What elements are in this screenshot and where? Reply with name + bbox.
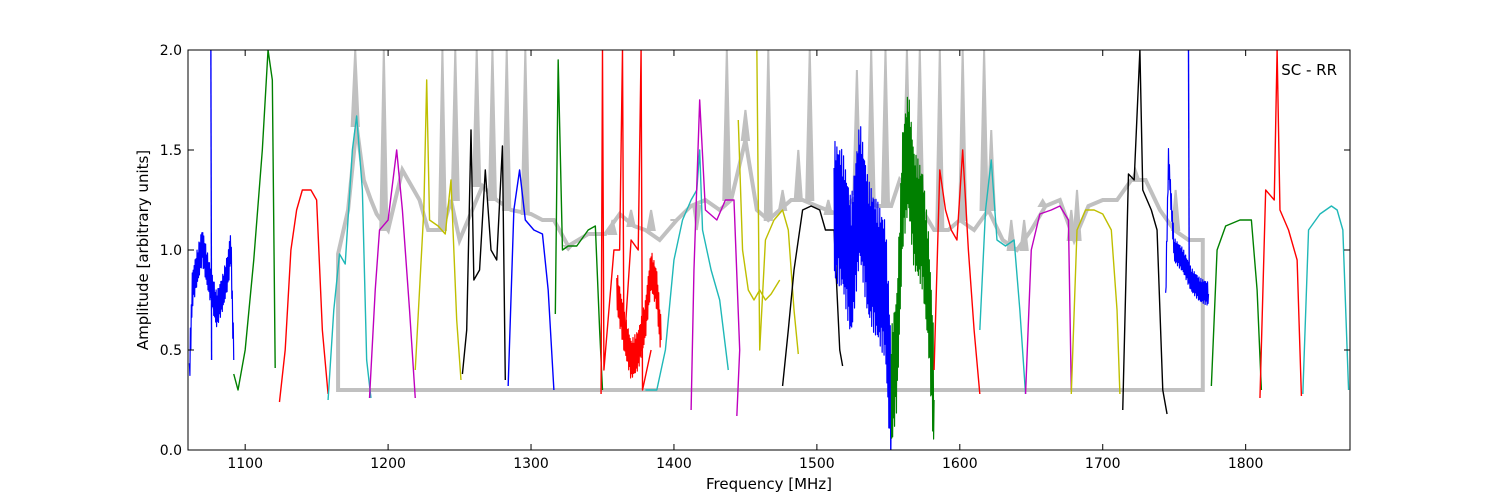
envelope-line [336, 125, 1205, 392]
envelope-spike [823, 199, 834, 215]
envelope-spike [450, 50, 460, 201]
series-line-27 [1259, 50, 1303, 399]
envelope-spike [379, 50, 389, 231]
envelope-spike [692, 205, 702, 231]
axis-ticks: 1100 1200 1300 1400 1500 1600 1700 1800 0.0 0.5 1.… [160, 43, 1350, 472]
series-line-14 [737, 119, 781, 301]
envelope-spike [520, 50, 530, 215]
envelope-spike [1019, 219, 1029, 251]
series-line-24 [1165, 148, 1210, 306]
series-line-22 [1070, 209, 1121, 395]
x-tick-label: 1400 [656, 456, 692, 472]
y-tick-label: 1.0 [160, 243, 182, 259]
x-tick-label: 1500 [799, 456, 835, 472]
series-line-21 [1024, 205, 1072, 395]
envelope-spike [1006, 219, 1016, 251]
series-line-6 [414, 79, 462, 381]
series-line-8 [507, 169, 555, 391]
series-line-23 [1122, 50, 1168, 415]
series-line-4 [327, 115, 372, 401]
series-line-11 [616, 252, 662, 379]
envelope-spike [502, 50, 512, 211]
series-line-20 [979, 159, 1027, 395]
y-axis-label: Amplitude [arbitrary units] [134, 150, 152, 350]
envelope-spike [607, 219, 618, 235]
series-line-15 [756, 50, 799, 355]
y-tick-label: 1.5 [160, 143, 182, 159]
series-line-10 [600, 50, 652, 395]
envelope-spike [1170, 189, 1181, 231]
envelope-spike [472, 50, 482, 187]
series-line-7 [461, 129, 506, 381]
series-line-25 [1187, 50, 1190, 271]
envelope-spike [740, 109, 751, 141]
envelope-spike [437, 50, 448, 231]
envelope-spike [880, 50, 891, 207]
series-line-5 [368, 149, 416, 399]
envelope-spike [646, 209, 656, 231]
x-tick-label: 1100 [227, 456, 263, 472]
series-line-19 [933, 149, 981, 395]
x-tick-label: 1700 [1085, 456, 1121, 472]
series-layer [188, 50, 1350, 450]
series-line-28 [1302, 205, 1350, 395]
y-tick-label: 0.5 [160, 343, 182, 359]
envelope-spike [1037, 198, 1049, 207]
series-line-26 [1210, 219, 1263, 391]
envelope-spike [935, 50, 945, 231]
series-line-3 [278, 189, 329, 403]
y-tick-label: 0.0 [160, 443, 182, 459]
x-tick-label: 1200 [370, 456, 406, 472]
series-line-1 [210, 50, 213, 361]
series-line-18 [890, 96, 935, 440]
y-tick-label: 2.0 [160, 43, 182, 59]
envelope-spike [805, 50, 815, 201]
envelope-spike [350, 50, 360, 127]
envelope-spike [979, 50, 989, 211]
x-tick-label: 1600 [942, 456, 978, 472]
series-line-9 [554, 59, 604, 391]
series-line-16 [781, 205, 844, 387]
envelope-spike [722, 50, 732, 201]
envelope-spike [763, 50, 773, 221]
envelope-spike [777, 189, 788, 211]
envelope-spike [487, 50, 498, 201]
x-tick-label: 1300 [513, 456, 549, 472]
x-tick-label: 1800 [1228, 456, 1264, 472]
series-line-13 [690, 99, 741, 417]
series-line-2 [233, 50, 276, 391]
chart-annotation: SC - RR [1281, 61, 1337, 79]
envelope-spike [793, 149, 803, 201]
series-line-12 [645, 149, 729, 391]
series-line-17 [833, 126, 892, 450]
envelope-spike [626, 209, 636, 227]
x-axis-label: Frequency [MHz] [706, 475, 832, 493]
